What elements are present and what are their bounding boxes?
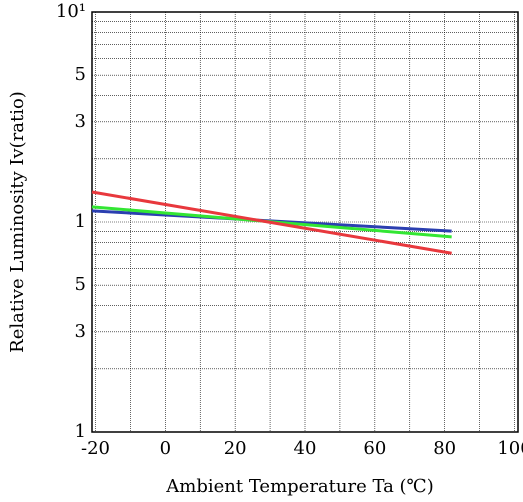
plot-frame	[91, 11, 519, 433]
y-tick-label: 5	[75, 64, 86, 85]
series-line	[91, 190, 452, 255]
y-tick-label: 5	[75, 274, 86, 295]
x-tick-label: 0	[160, 438, 171, 459]
y-tick-label: 1	[75, 211, 86, 232]
y-tick-label: 3	[75, 111, 86, 132]
x-tick-label: 20	[224, 438, 247, 459]
x-tick-label: -20	[81, 438, 110, 459]
y-tick-label: 3	[75, 321, 86, 342]
x-tick-label: 80	[433, 438, 456, 459]
y-axis-label: Relative Luminosity Iv(ratio)	[7, 91, 28, 353]
x-tick-label: 60	[363, 438, 386, 459]
x-tick-label: 40	[294, 438, 317, 459]
y-tick-label: 10¹	[56, 1, 86, 22]
x-tick-label: 100	[497, 438, 523, 459]
y-tick-label: 1	[75, 421, 86, 442]
x-axis-label: Ambient Temperature Ta (℃)	[165, 476, 433, 497]
